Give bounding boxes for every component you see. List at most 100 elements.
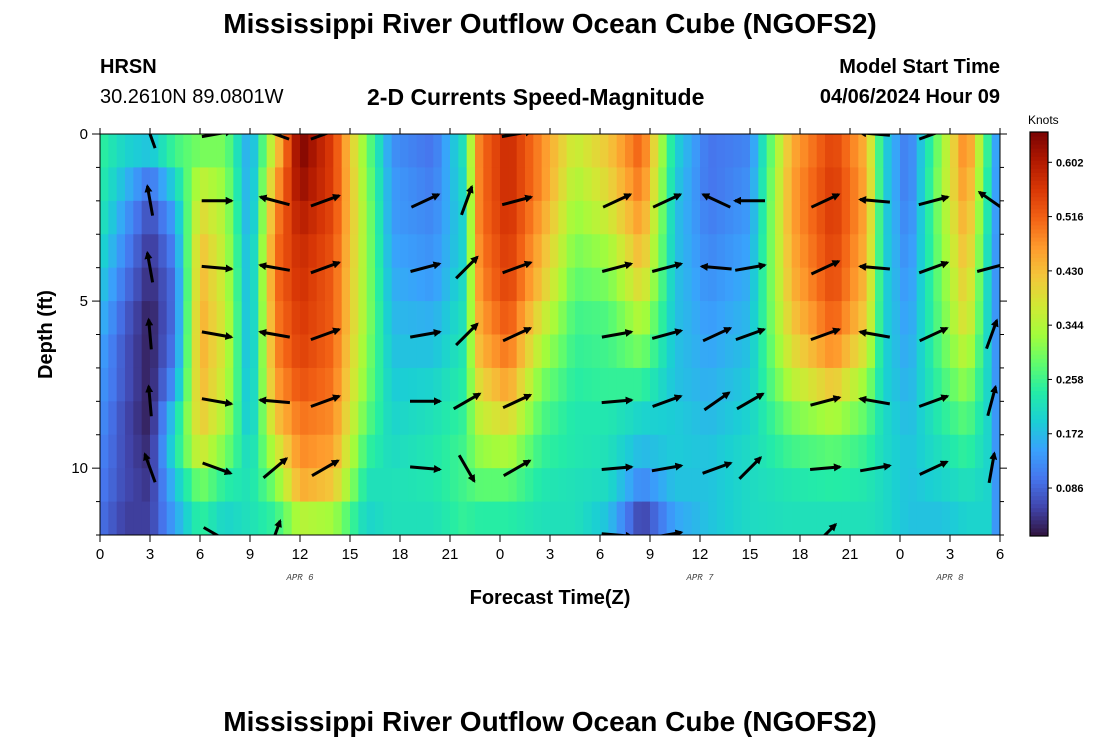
colorbar-segment — [1030, 459, 1048, 464]
heatmap-cell — [316, 134, 326, 168]
heatmap-cell — [625, 134, 634, 168]
heatmap-cell — [916, 334, 926, 369]
heatmap-cell — [991, 234, 1000, 269]
heatmap-cell — [475, 167, 484, 202]
heatmap-cell — [658, 401, 668, 436]
heatmap-cell — [366, 334, 376, 369]
heatmap-cell — [433, 334, 443, 369]
colorbar-segment — [1030, 487, 1048, 493]
heatmap-cell — [916, 167, 926, 202]
heatmap-cell — [491, 267, 501, 302]
heatmap-cell — [650, 434, 659, 469]
colorbar-tick-label: 0.172 — [1056, 429, 1084, 441]
heatmap-cell — [408, 401, 418, 436]
heatmap-cell — [533, 167, 543, 202]
heatmap-cell — [550, 167, 559, 202]
heatmap-cell — [633, 501, 643, 535]
heatmap-cell — [450, 367, 459, 402]
colorbar-segment — [1030, 196, 1048, 202]
colorbar-segment — [1030, 402, 1048, 408]
heatmap-cell — [491, 167, 501, 202]
heatmap-cell — [841, 234, 851, 269]
current-vector-arrow — [859, 462, 892, 473]
heatmap-cell — [333, 468, 343, 502]
heatmap-cell — [275, 501, 284, 535]
current-vector-arrow — [810, 327, 841, 342]
heatmap-cell — [691, 234, 701, 269]
heatmap-cell — [675, 367, 684, 402]
heatmap-cell — [625, 468, 634, 502]
heatmap-cell — [458, 234, 468, 269]
current-vector-arrow — [310, 327, 341, 342]
heatmap-cell — [958, 401, 968, 436]
heatmap-cell — [441, 334, 451, 369]
heatmap-cell — [708, 200, 718, 235]
current-vector-arrow — [858, 262, 891, 271]
heatmap-cell — [716, 501, 726, 535]
heatmap-cell — [358, 301, 368, 335]
heatmap-cell — [675, 301, 684, 335]
heatmap-cell — [441, 468, 451, 502]
heatmap-cell — [283, 200, 293, 235]
heatmap-cell — [558, 134, 568, 168]
heatmap-cell — [466, 468, 476, 502]
heatmap-cell — [141, 200, 151, 235]
heatmap-cell — [858, 501, 868, 535]
heatmap-cell — [616, 401, 626, 436]
heatmap-cell — [775, 334, 784, 369]
heatmap-cell — [125, 301, 134, 335]
heatmap-cell — [308, 200, 318, 235]
heatmap-cell — [691, 267, 701, 302]
heatmap-cell — [800, 401, 809, 436]
current-vector-arrow — [310, 260, 341, 275]
heatmap-cell — [733, 200, 743, 235]
heatmap-cell — [675, 134, 684, 168]
heatmap-cell — [391, 234, 401, 269]
heatmap-cell — [833, 234, 843, 269]
heatmap-cell — [225, 334, 234, 369]
heatmap-cell — [425, 301, 434, 335]
x-axis-label: Forecast Time(Z) — [470, 587, 631, 609]
heatmap-cell — [291, 200, 301, 235]
heatmap-cell — [325, 501, 334, 535]
heatmap-cell — [325, 434, 334, 469]
heatmap-cell — [958, 200, 968, 235]
heatmap-cell — [416, 501, 426, 535]
heatmap-cell — [241, 434, 251, 469]
colorbar-segment — [1030, 390, 1048, 396]
heatmap-cell — [458, 501, 468, 535]
heatmap-cell — [225, 134, 234, 168]
heatmap-cell — [158, 367, 168, 402]
heatmap-cell — [875, 401, 884, 436]
heatmap-cell — [941, 167, 951, 202]
heatmap-cell — [925, 200, 934, 235]
colorbar-segment — [1030, 180, 1048, 186]
heatmap-cell — [733, 501, 743, 535]
heatmap-cell — [716, 234, 726, 269]
heatmap-cell — [608, 334, 618, 369]
heatmap-cell — [333, 434, 343, 469]
heatmap-cell — [300, 234, 309, 269]
heatmap-cell — [416, 401, 426, 436]
heatmap-cell — [250, 134, 259, 168]
heatmap-cell — [458, 200, 468, 235]
current-vector-arrow — [652, 394, 683, 408]
heatmap-cell — [691, 167, 701, 202]
heatmap-cell — [216, 334, 226, 369]
heatmap-cell — [991, 401, 1000, 436]
heatmap-cell — [808, 167, 818, 202]
heatmap-cell — [150, 134, 159, 168]
colorbar-segment — [1030, 273, 1048, 278]
heatmap-cell — [600, 234, 609, 269]
heatmap-cell — [916, 267, 926, 302]
heatmap-cell — [725, 267, 734, 302]
heatmap-cell — [458, 301, 468, 335]
current-vector-arrow — [502, 393, 533, 410]
heatmap-cell — [725, 367, 734, 402]
heatmap-cell — [725, 134, 734, 168]
heatmap-cell — [350, 167, 359, 202]
heatmap-cell — [975, 334, 984, 369]
heatmap-cell — [250, 334, 259, 369]
heatmap-cell — [850, 434, 859, 469]
heatmap-cell — [183, 468, 193, 502]
